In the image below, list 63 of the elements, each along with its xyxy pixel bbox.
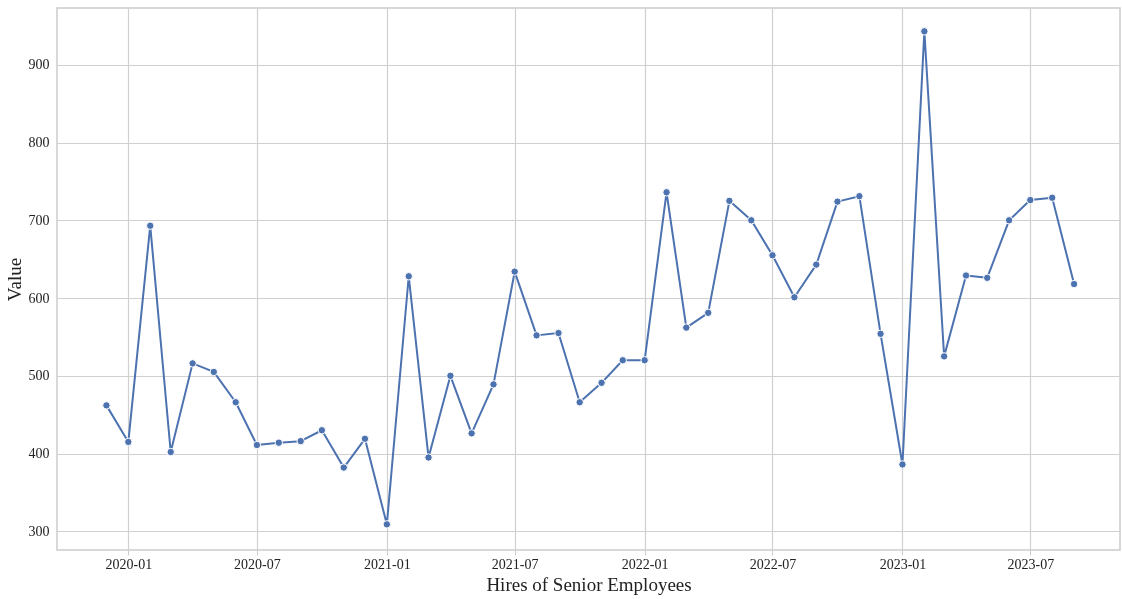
point: [424, 453, 433, 462]
point: [597, 378, 606, 388]
point: [704, 308, 713, 318]
point: [618, 356, 627, 365]
point: [339, 463, 348, 472]
x-tick-label: 2021-01: [364, 556, 411, 572]
x-tick-label: 2020-01: [105, 556, 153, 572]
y-tick-label: 500: [28, 368, 50, 384]
point: [404, 272, 413, 281]
x-tick-label: 2020-07: [234, 556, 281, 572]
point: [640, 356, 649, 365]
point: [983, 273, 992, 283]
point: [725, 196, 734, 206]
point: [1047, 193, 1057, 202]
point: [446, 371, 455, 381]
point: [166, 447, 175, 457]
point: [102, 401, 111, 410]
point: [575, 398, 584, 407]
point: [855, 191, 864, 201]
point: [489, 380, 498, 389]
x-tick-label: 2023-07: [1007, 556, 1055, 572]
point: [382, 520, 392, 529]
point: [747, 216, 756, 225]
point: [296, 436, 305, 446]
y-tick-label: 300: [28, 523, 50, 539]
point: [532, 331, 541, 340]
point: [467, 429, 476, 438]
point: [317, 426, 327, 435]
point: [833, 197, 842, 206]
point: [812, 260, 821, 269]
point: [876, 329, 885, 339]
y-axis-title: Value: [3, 257, 25, 302]
x-axis-title: Hires of Senior Employees: [486, 573, 692, 595]
point: [1026, 195, 1035, 205]
point: [920, 27, 929, 36]
point: [146, 221, 155, 230]
point: [1004, 216, 1014, 225]
y-tick-label: 600: [28, 290, 50, 306]
y-tick-label: 800: [28, 135, 50, 151]
x-tick-label: 2022-07: [749, 556, 797, 572]
point: [188, 359, 197, 368]
point: [510, 267, 519, 276]
y-tick-label: 900: [28, 57, 50, 73]
point: [1069, 279, 1079, 289]
point: [274, 438, 283, 447]
point: [939, 352, 949, 361]
point: [790, 293, 799, 302]
x-tick-label: 2022-01: [621, 556, 669, 572]
point: [252, 440, 262, 450]
point: [961, 271, 971, 280]
point: [682, 323, 691, 332]
point: [662, 188, 671, 197]
y-tick-label: 700: [28, 212, 50, 228]
point: [124, 437, 133, 447]
point: [768, 251, 777, 260]
point: [554, 328, 563, 338]
point: [231, 398, 240, 407]
point: [209, 367, 219, 377]
x-tick-label: 2021-07: [491, 556, 539, 572]
y-tick-label: 400: [28, 446, 50, 462]
point: [898, 460, 907, 469]
point: [360, 434, 370, 443]
x-tick-label: 2023-01: [879, 556, 927, 572]
